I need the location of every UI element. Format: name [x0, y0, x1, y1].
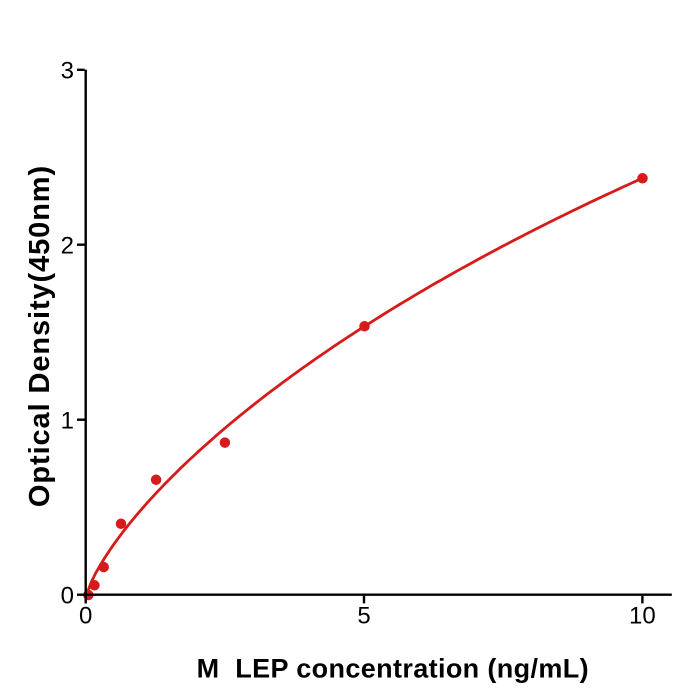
svg-text:10: 10: [629, 603, 656, 630]
svg-text:0: 0: [79, 603, 92, 630]
svg-text:5: 5: [357, 603, 370, 630]
svg-text:M LEP concentration (ng/mL): M LEP concentration (ng/mL): [197, 653, 589, 683]
svg-text:2: 2: [61, 232, 74, 259]
svg-text:3: 3: [61, 57, 74, 84]
svg-text:Optical Density(450nm): Optical Density(450nm): [24, 165, 56, 507]
svg-text:0: 0: [61, 582, 74, 609]
svg-text:1: 1: [61, 407, 74, 434]
